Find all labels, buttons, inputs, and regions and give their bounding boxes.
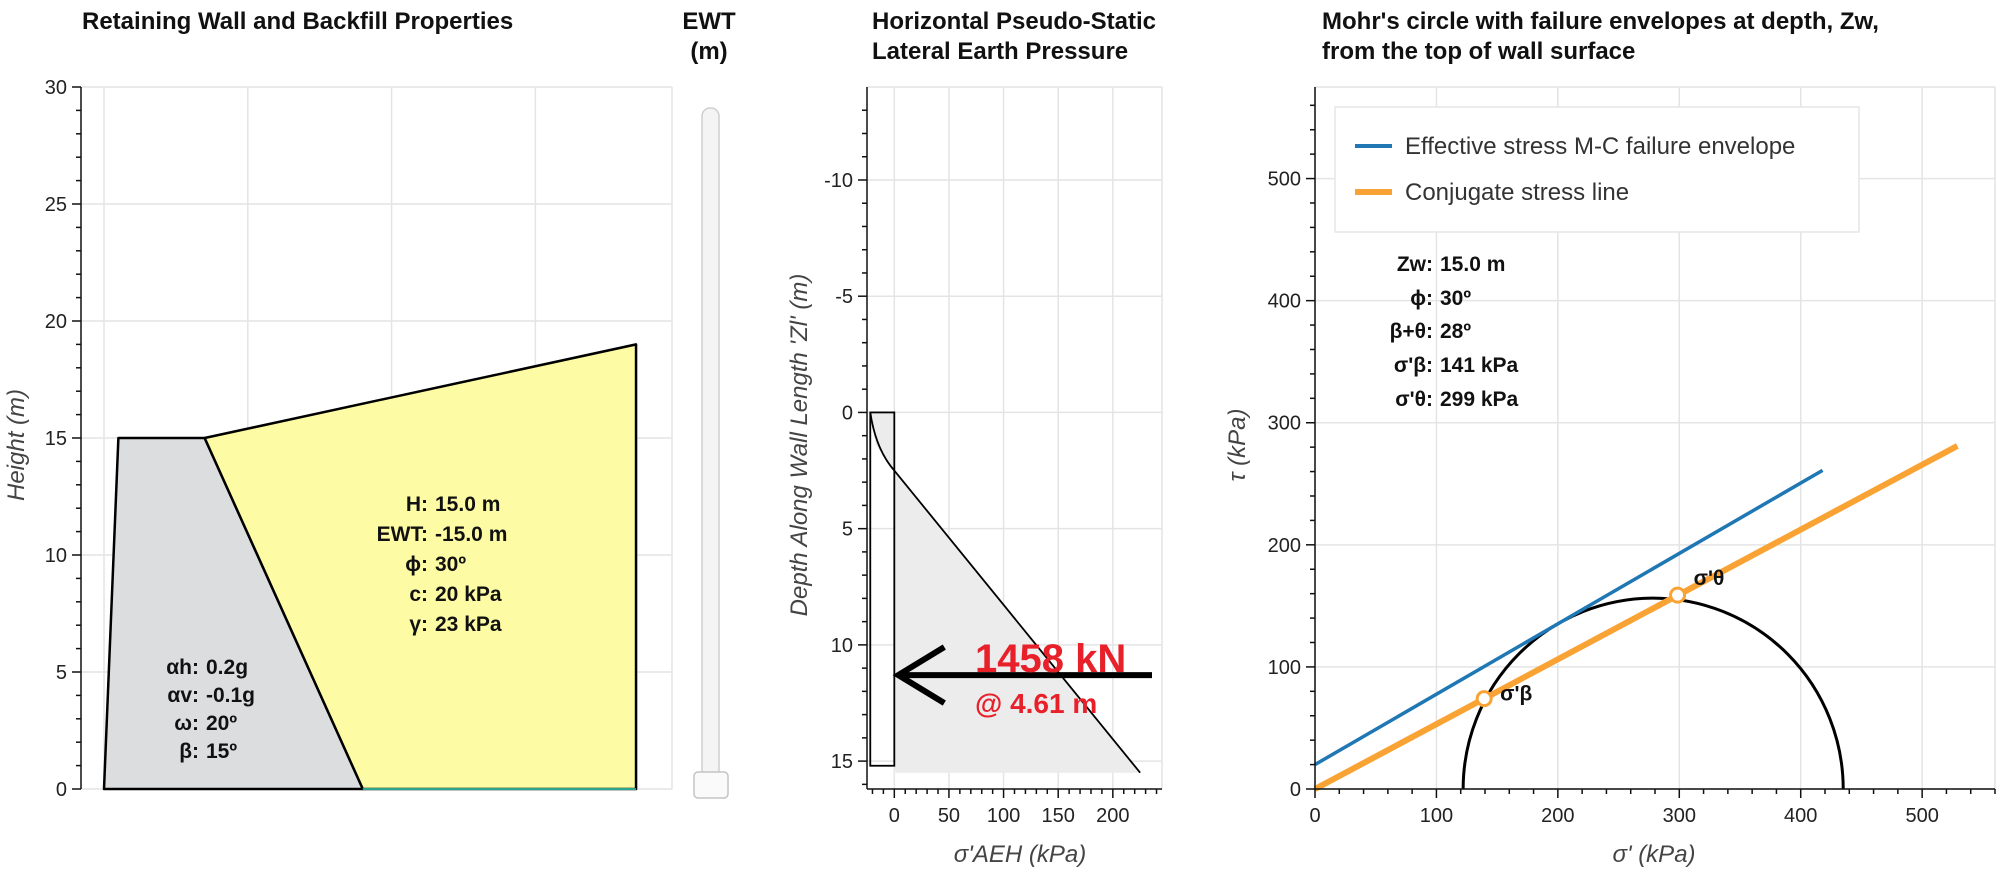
mohr-x-label: σ' (kPa) xyxy=(1612,841,1695,868)
ewt-slider-track[interactable] xyxy=(701,107,720,791)
pressure-y-label: Depth Along Wall Length 'Zl' (m) xyxy=(786,274,813,617)
sigma-beta-point xyxy=(1475,690,1493,708)
wall-y-tick-label: 15 xyxy=(45,428,67,450)
prop-c-label: c: xyxy=(409,583,428,606)
mohr-x-tick-label: 0 xyxy=(1309,805,1320,827)
prop-beta-value: 15º xyxy=(206,740,237,763)
prop-c-value: 20 kPa xyxy=(435,583,502,606)
pressure-y-tick-label: 5 xyxy=(842,519,853,541)
pressure-panel: Horizontal Pseudo-Static Lateral Earth P… xyxy=(786,8,1163,868)
pressure-y-tick-label: -10 xyxy=(824,170,853,192)
prop-av-label: αv: xyxy=(167,684,199,707)
prop-ewt-label: EWT: xyxy=(377,523,428,546)
prop-omega-label: ω: xyxy=(174,712,199,735)
mohr-title-line1: Mohr's circle with failure envelopes at … xyxy=(1322,8,1879,35)
ewt-slider-handle[interactable] xyxy=(693,771,729,799)
pressure-title-line1: Horizontal Pseudo-Static xyxy=(872,8,1156,35)
wall-y-tick-label: 30 xyxy=(45,77,67,99)
pressure-wall-box xyxy=(869,411,896,767)
prop-gamma-label: γ: xyxy=(409,613,428,636)
mohr-y-tick-label: 300 xyxy=(1268,413,1301,435)
ewt-title-line1: EWT xyxy=(682,8,736,35)
mohr-x-tick-label: 100 xyxy=(1420,805,1453,827)
stat-beta-theta-label: β+θ: xyxy=(1390,320,1433,343)
mohr-y-tick-label: 200 xyxy=(1268,535,1301,557)
mohr-y-tick-label: 100 xyxy=(1268,657,1301,679)
wall-properties-annotation: αh: 0.2g αv: -0.1g ω: 20º β: 15º xyxy=(166,656,255,763)
prop-ah-label: αh: xyxy=(166,656,199,679)
mohr-x-tick-label: 200 xyxy=(1541,805,1574,827)
pressure-profile-fill xyxy=(870,412,1141,773)
mohr-ticks: 0 100 200 300 400 500 0 100 200 300 400 500 xyxy=(1268,104,1996,827)
resultant-arrow-head xyxy=(892,644,946,706)
resultant-force-location: @ 4.61 m xyxy=(975,688,1097,719)
sigma-theta-label: σ'θ xyxy=(1694,567,1725,590)
pressure-y-tick-label: 0 xyxy=(842,402,853,424)
pressure-x-tick-label: 50 xyxy=(938,805,960,827)
mohr-stats-annotation: Zw: 15.0 m ϕ: 30º β+θ: 28º σ'β: 141 kPa … xyxy=(1390,253,1519,411)
stat-sigma-beta-label: σ'β: xyxy=(1394,354,1433,377)
wall-panel: Retaining Wall and Backfill Properties 0… xyxy=(3,8,673,801)
prop-h-value: 15.0 m xyxy=(435,493,500,516)
mohr-y-tick-label: 400 xyxy=(1268,291,1301,313)
mohr-panel: Mohr's circle with failure envelopes at … xyxy=(1224,8,1996,868)
pressure-x-tick-label: 200 xyxy=(1096,805,1129,827)
pressure-y-tick-label: 15 xyxy=(831,751,853,773)
wall-y-tick-label: 25 xyxy=(45,194,67,216)
wall-panel-title: Retaining Wall and Backfill Properties xyxy=(82,8,513,35)
prop-av-value: -0.1g xyxy=(206,684,255,707)
legend-label-envelope: Effective stress M-C failure envelope xyxy=(1405,133,1795,160)
stat-zw-value: 15.0 m xyxy=(1440,253,1505,276)
sigma-theta-point xyxy=(1669,586,1687,604)
pressure-y-tick-label: -5 xyxy=(835,286,853,308)
prop-omega-value: 20º xyxy=(206,712,237,735)
wall-y-tick-label: 10 xyxy=(45,545,67,567)
conjugate-line xyxy=(1313,443,1959,792)
stat-phi-value: 30º xyxy=(1440,287,1471,310)
pressure-x-tick-label: 150 xyxy=(1042,805,1075,827)
wall-y-label: Height (m) xyxy=(3,389,30,501)
prop-phi-label: ϕ: xyxy=(405,553,428,576)
pressure-x-label: σ'AEH (kPa) xyxy=(954,841,1086,868)
pressure-title-line2: Lateral Earth Pressure xyxy=(872,38,1128,65)
mohr-legend: Effective stress M-C failure envelope Co… xyxy=(1334,106,1860,233)
mohr-title-line2: from the top of wall surface xyxy=(1322,38,1635,65)
stat-sigma-theta-label: σ'θ: xyxy=(1395,388,1433,411)
wall-y-ticks: 0 5 10 15 20 25 30 xyxy=(45,77,81,801)
stat-zw-label: Zw: xyxy=(1397,253,1433,276)
prop-beta-label: β: xyxy=(179,740,199,763)
pressure-x-tick-label: 0 xyxy=(889,805,900,827)
prop-ah-value: 0.2g xyxy=(206,656,248,679)
prop-phi-value: 30º xyxy=(435,553,466,576)
soil-properties-annotation: H: 15.0 m EWT: -15.0 m ϕ: 30º c: 20 kPa … xyxy=(377,493,508,636)
pressure-y-tick-label: 10 xyxy=(831,635,853,657)
mohr-y-label: τ (kPa) xyxy=(1224,409,1251,482)
legend-label-conjugate: Conjugate stress line xyxy=(1405,179,1629,206)
wall-y-tick-label: 5 xyxy=(56,662,67,684)
envelope-line xyxy=(1314,468,1824,767)
wall-y-tick-label: 0 xyxy=(56,779,67,801)
mohr-x-tick-label: 500 xyxy=(1905,805,1938,827)
ewt-slider-panel: EWT (m) xyxy=(682,8,736,799)
stat-sigma-beta-value: 141 kPa xyxy=(1440,354,1519,377)
mohr-x-tick-label: 300 xyxy=(1663,805,1696,827)
resultant-force: 1458 kN @ 4.61 m xyxy=(892,637,1152,719)
stat-sigma-theta-value: 299 kPa xyxy=(1440,388,1519,411)
ewt-title-line2: (m) xyxy=(690,38,727,65)
mohr-y-tick-label: 500 xyxy=(1268,169,1301,191)
mohr-x-tick-label: 400 xyxy=(1784,805,1817,827)
prop-gamma-value: 23 kPa xyxy=(435,613,502,636)
prop-h-label: H: xyxy=(406,493,428,516)
wall-y-tick-label: 20 xyxy=(45,311,67,333)
resultant-force-value: 1458 kN xyxy=(975,637,1126,681)
sigma-beta-label: σ'β xyxy=(1500,683,1532,706)
pressure-x-tick-label: 100 xyxy=(987,805,1020,827)
stat-beta-theta-value: 28º xyxy=(1440,320,1471,343)
stat-phi-label: ϕ: xyxy=(1410,287,1433,310)
prop-ewt-value: -15.0 m xyxy=(435,523,507,546)
mohr-y-tick-label: 0 xyxy=(1290,779,1301,801)
legend-box xyxy=(1334,106,1860,233)
